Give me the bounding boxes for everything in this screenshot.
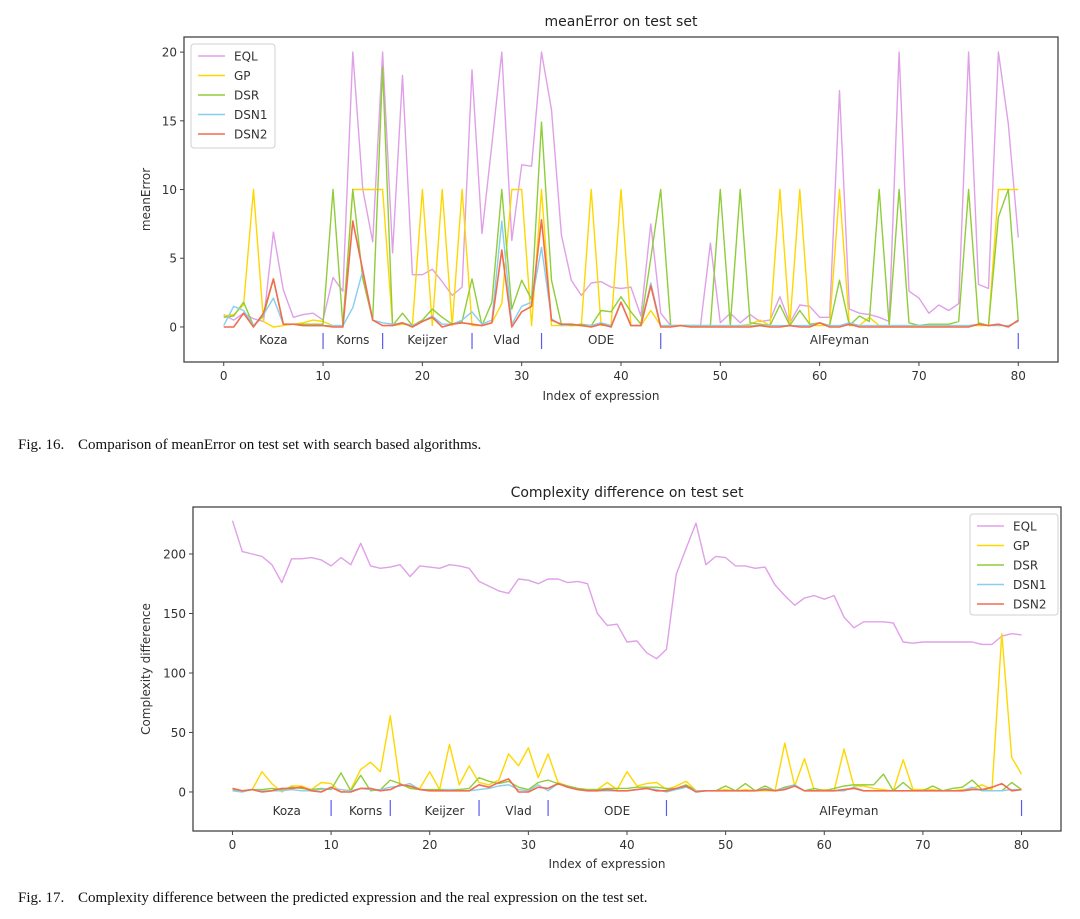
series-line-eql bbox=[223, 51, 1019, 327]
figure-17-label: Fig. 17. bbox=[18, 890, 65, 906]
axes-frame bbox=[183, 36, 1059, 363]
y-tick-label: 15 bbox=[162, 114, 177, 128]
legend-label-gp: GP bbox=[234, 69, 251, 83]
x-axis-label: Index of expression bbox=[543, 389, 660, 403]
y-axis-ticks: 0 5 10 15 20 bbox=[162, 46, 184, 334]
group-label-korns: Korns bbox=[336, 333, 369, 347]
x-tick-label: 50 bbox=[713, 369, 728, 383]
group-label-keijzer: Keijzer bbox=[407, 333, 447, 347]
y-axis-label: Complexity difference bbox=[139, 603, 153, 735]
series-lines bbox=[231, 520, 1023, 793]
x-axis-label: Index of expression bbox=[549, 857, 666, 871]
x-tick-label: 10 bbox=[323, 838, 338, 852]
chart-title: Complexity difference on test set bbox=[511, 485, 744, 501]
series-line-gp bbox=[232, 633, 1023, 793]
meanerror-chart: meanError on test set Koza Korns Keijzer Vl… bbox=[139, 14, 1059, 403]
x-tick-label: 50 bbox=[718, 838, 733, 852]
x-tick-label: 20 bbox=[422, 838, 437, 852]
x-tick-label: 60 bbox=[817, 838, 832, 852]
x-tick-label: 70 bbox=[911, 369, 926, 383]
x-tick-label: 30 bbox=[521, 838, 536, 852]
legend-label-dsn2: DSN2 bbox=[1013, 598, 1046, 612]
x-tick-label: 40 bbox=[613, 369, 628, 383]
figure-16-label: Fig. 16. bbox=[18, 437, 65, 453]
legend-box bbox=[190, 43, 276, 149]
group-label-korns: Korns bbox=[349, 804, 382, 818]
group-label-ode: ODE bbox=[604, 804, 630, 818]
legend-label-eql: EQL bbox=[1013, 520, 1037, 534]
legend-label-dsr: DSR bbox=[234, 89, 259, 103]
legend: EQL GP DSR DSN1 DSN2 bbox=[190, 43, 276, 149]
x-tick-label: 10 bbox=[315, 369, 330, 383]
series-line-dsn2 bbox=[223, 219, 1019, 328]
x-tick-label: 60 bbox=[812, 369, 827, 383]
group-label-vlad: Vlad bbox=[494, 333, 521, 347]
y-tick-label: 10 bbox=[162, 183, 177, 197]
group-label-vlad: Vlad bbox=[505, 804, 532, 818]
x-axis-ticks: 0 10 20 30 40 50 60 70 80 bbox=[229, 831, 1029, 852]
x-tick-label: 0 bbox=[229, 838, 237, 852]
figure-17-text: Complexity difference between the predic… bbox=[78, 890, 648, 906]
legend-box bbox=[969, 513, 1059, 616]
group-label-keijzer: Keijzer bbox=[425, 804, 465, 818]
x-tick-label: 80 bbox=[1014, 838, 1029, 852]
x-tick-label: 30 bbox=[514, 369, 529, 383]
group-separators: Koza Korns Keijzer Vlad ODE AIFeyman bbox=[259, 333, 1019, 349]
y-tick-label: 100 bbox=[163, 666, 186, 680]
legend-label-dsn1: DSN1 bbox=[234, 108, 267, 122]
group-label-aifeyman: AIFeyman bbox=[810, 333, 869, 347]
y-axis-label: meanError bbox=[139, 168, 153, 231]
legend-label-eql: EQL bbox=[234, 50, 258, 64]
series-line-dsr bbox=[232, 772, 1022, 792]
y-tick-label: 20 bbox=[162, 46, 177, 60]
legend-label-dsn2: DSN2 bbox=[234, 128, 267, 142]
series-line-dsn1 bbox=[223, 220, 1019, 327]
series-line-eql bbox=[231, 520, 1022, 660]
legend-label-dsn1: DSN1 bbox=[1013, 578, 1046, 592]
series-line-dsr bbox=[223, 66, 1019, 327]
x-tick-label: 70 bbox=[915, 838, 930, 852]
x-tick-label: 0 bbox=[220, 369, 228, 383]
x-axis-ticks: 0 10 20 30 40 50 60 70 80 bbox=[220, 362, 1026, 383]
group-separators: Koza Korns Keijzer Vlad ODE AIFeyman bbox=[273, 800, 1023, 818]
group-label-aifeyman: AIFeyman bbox=[819, 804, 878, 818]
y-axis-ticks: 0 50 100 150 200 bbox=[163, 547, 193, 799]
figure-16-caption: Fig. 16. Comparison of meanError on test… bbox=[18, 437, 481, 454]
legend-label-gp: GP bbox=[1013, 539, 1030, 553]
y-tick-label: 0 bbox=[169, 320, 177, 334]
group-label-ode: ODE bbox=[588, 333, 614, 347]
series-lines bbox=[223, 51, 1019, 328]
y-tick-label: 200 bbox=[163, 547, 186, 561]
group-label-koza: Koza bbox=[259, 333, 287, 347]
y-tick-label: 150 bbox=[163, 607, 186, 621]
y-tick-label: 5 bbox=[169, 252, 177, 266]
y-tick-label: 0 bbox=[178, 785, 186, 799]
chart-title: meanError on test set bbox=[545, 14, 698, 30]
x-tick-label: 20 bbox=[415, 369, 430, 383]
figure-17-caption: Fig. 17. Complexity difference between t… bbox=[18, 890, 648, 907]
y-tick-label: 50 bbox=[171, 726, 186, 740]
series-line-gp bbox=[223, 188, 1019, 328]
figure-16-text: Comparison of meanError on test set with… bbox=[78, 437, 482, 453]
series-line-dsn2 bbox=[232, 778, 1022, 793]
group-label-koza: Koza bbox=[273, 804, 301, 818]
complexity-chart: Complexity difference on test set Koza Ko… bbox=[139, 485, 1062, 871]
legend-label-dsr: DSR bbox=[1013, 559, 1038, 573]
x-tick-label: 40 bbox=[619, 838, 634, 852]
x-tick-label: 80 bbox=[1011, 369, 1026, 383]
legend: EQL GP DSR DSN1 DSN2 bbox=[969, 513, 1059, 616]
